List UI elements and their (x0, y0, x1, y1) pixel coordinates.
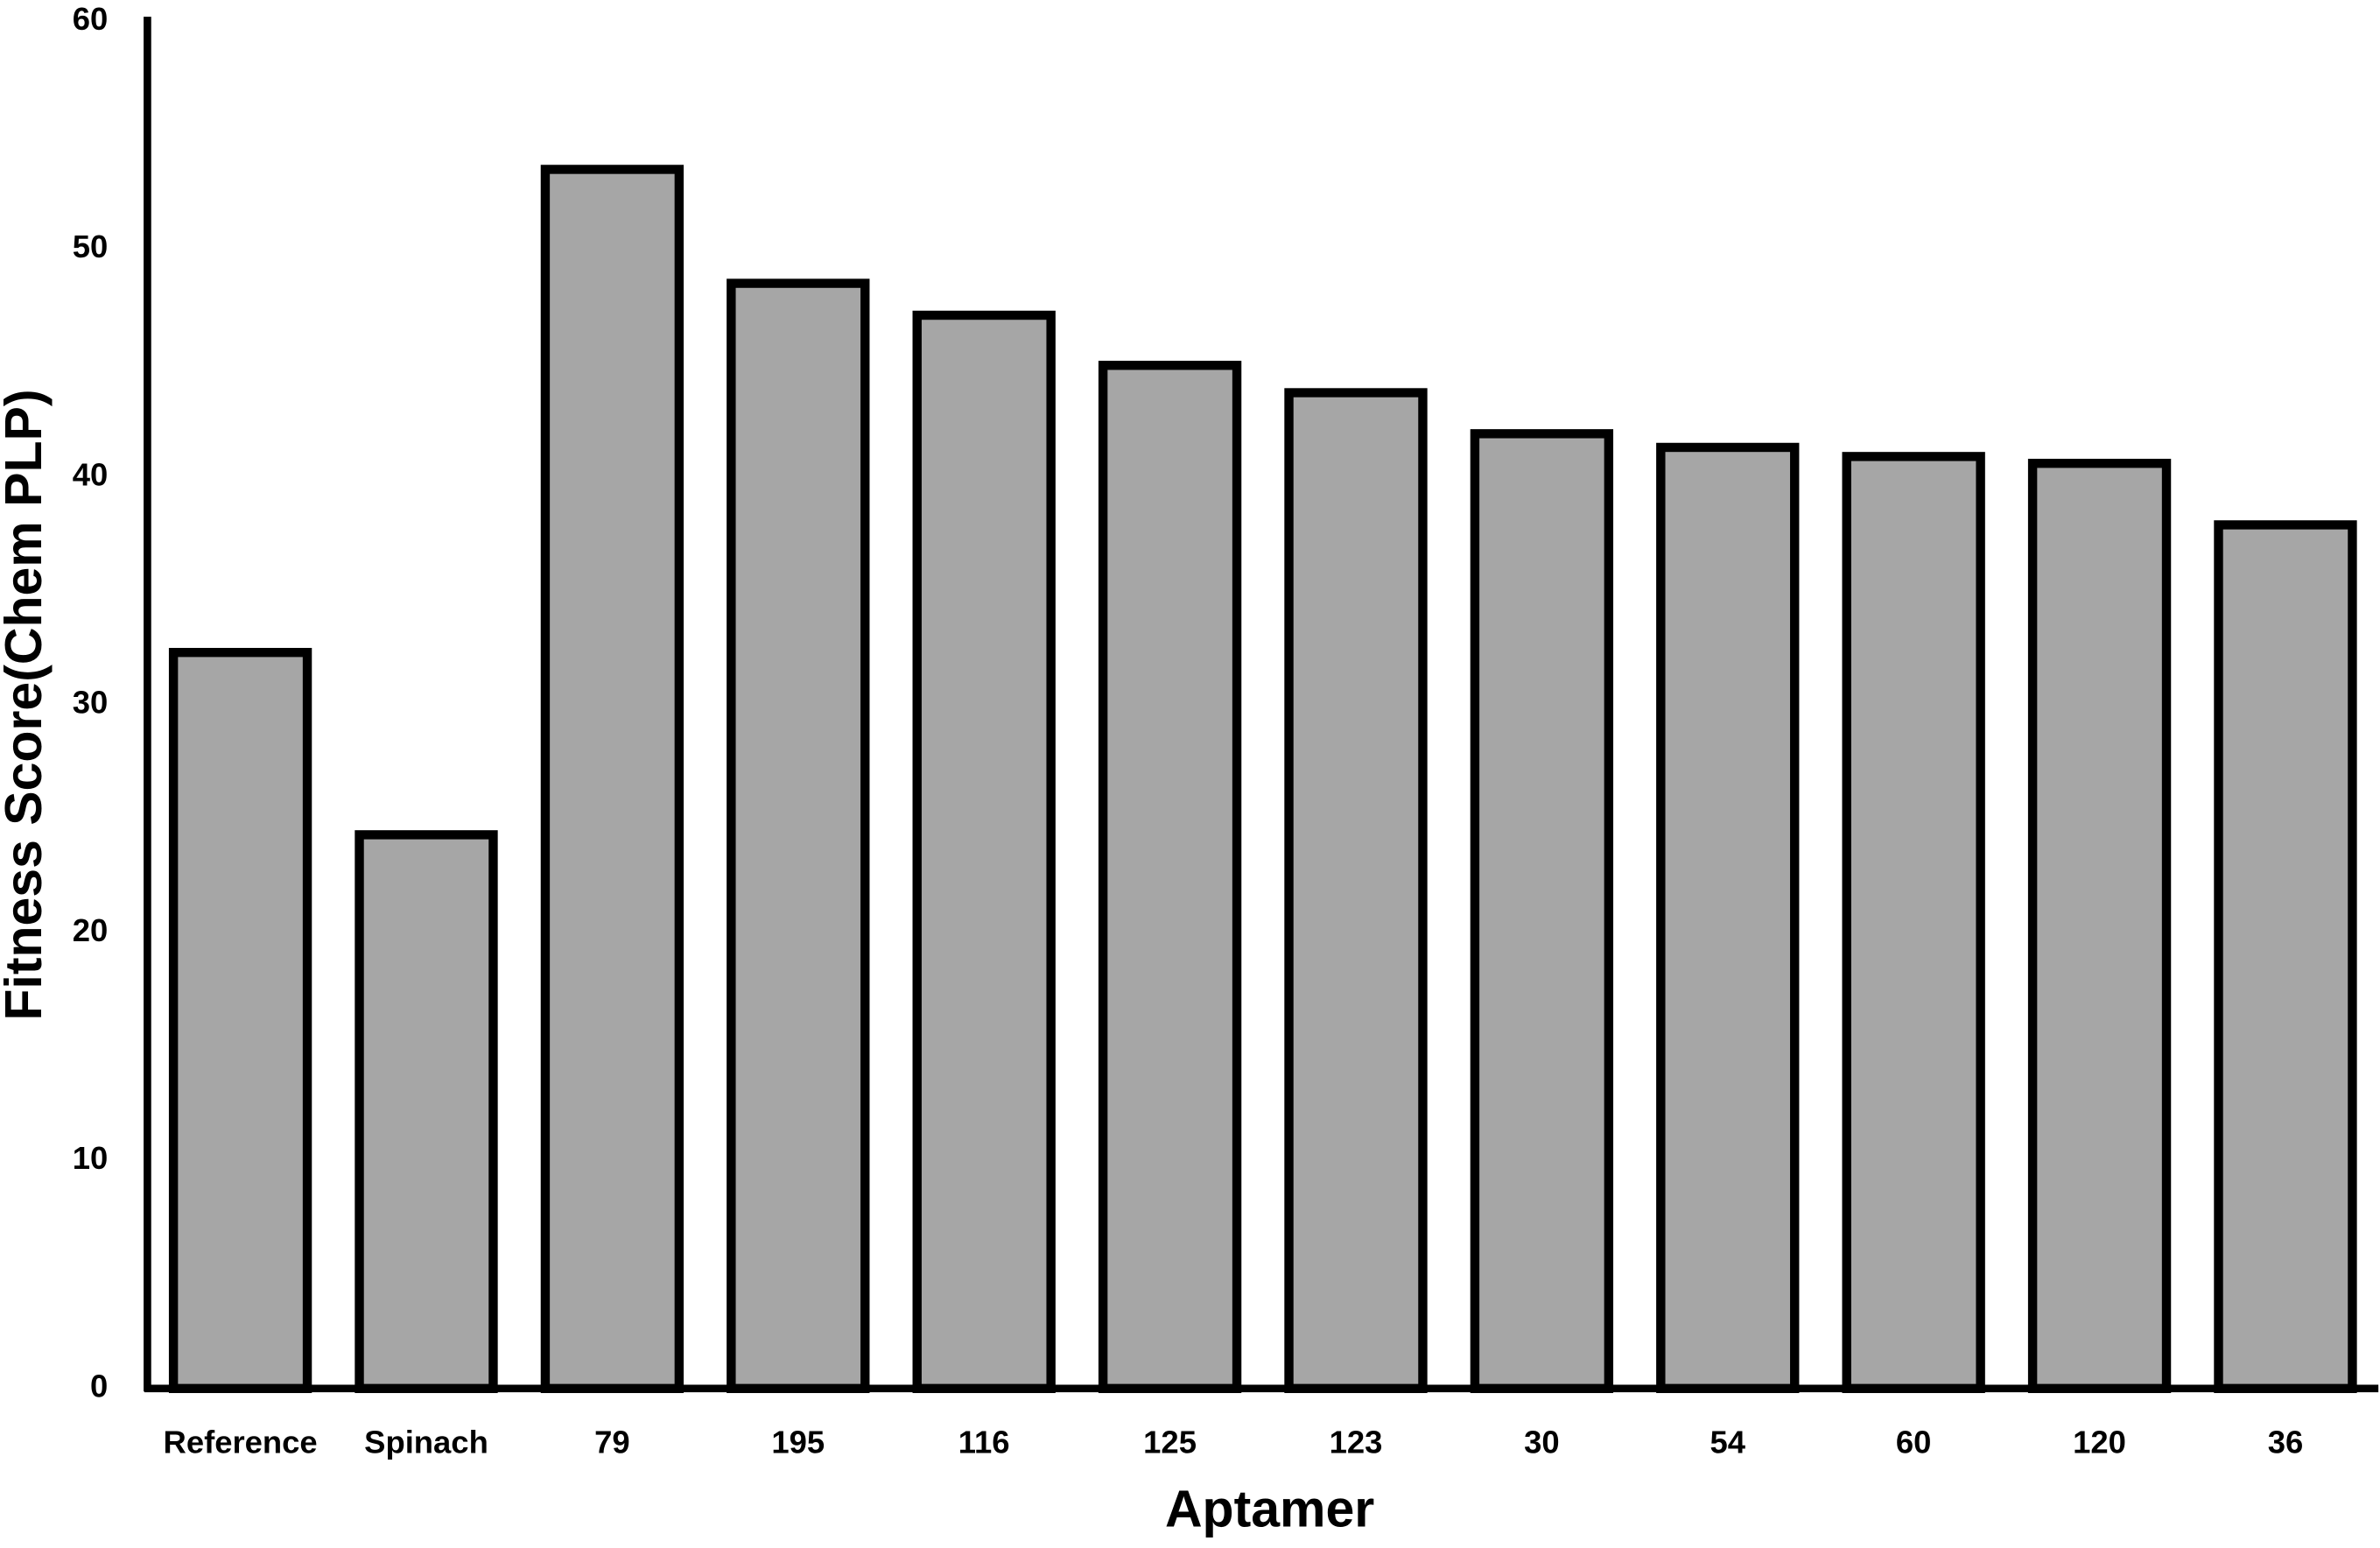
x-tick-label: 60 (1896, 1425, 1932, 1460)
bar (1842, 452, 1985, 1394)
x-tick-label: 30 (1524, 1425, 1560, 1460)
bar (168, 647, 312, 1394)
x-tick-label: 54 (1710, 1425, 1746, 1460)
x-tick-label: 125 (1143, 1425, 1197, 1460)
bar (912, 310, 1056, 1394)
x-tick-label: Reference (164, 1425, 318, 1460)
x-tick-label: 79 (594, 1425, 630, 1460)
y-tick-label: 40 (73, 456, 109, 492)
y-tick-label: 20 (73, 912, 109, 948)
x-axis-title: Aptamer (1165, 1481, 1374, 1538)
y-axis-title: Fitness Score(Chem PLP) (0, 390, 53, 1021)
bar (1656, 442, 1800, 1394)
x-tick-label: 120 (2073, 1425, 2126, 1460)
x-tick-label: Spinach (364, 1425, 488, 1460)
x-tick-label: 123 (1330, 1425, 1383, 1460)
y-tick-label: 60 (73, 1, 109, 37)
y-tick-label: 50 (73, 229, 109, 264)
bar (1098, 361, 1242, 1394)
bar (727, 278, 870, 1394)
y-tick-label: 10 (73, 1140, 109, 1176)
bar (2214, 520, 2357, 1394)
y-tick-label: 30 (73, 685, 109, 721)
bar (355, 830, 498, 1394)
y-tick-label: 0 (90, 1368, 108, 1404)
bar (1284, 388, 1428, 1394)
x-tick-label: 36 (2268, 1425, 2304, 1460)
x-tick-label: 116 (958, 1425, 1010, 1460)
bar (2027, 458, 2172, 1394)
bar (540, 165, 685, 1394)
bar (1470, 429, 1614, 1394)
x-tick-label: 195 (771, 1425, 825, 1460)
